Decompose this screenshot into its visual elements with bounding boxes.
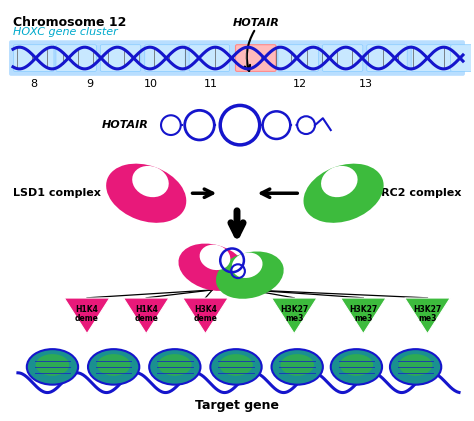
Ellipse shape <box>149 349 201 385</box>
Text: HOXC gene cluster: HOXC gene cluster <box>13 27 118 37</box>
Text: 8: 8 <box>30 79 37 89</box>
Text: H3K27
me3: H3K27 me3 <box>413 305 442 323</box>
FancyBboxPatch shape <box>236 45 276 72</box>
Ellipse shape <box>219 354 253 376</box>
Polygon shape <box>341 298 386 333</box>
Text: 11: 11 <box>204 79 218 89</box>
Text: HOTAIR: HOTAIR <box>101 120 148 130</box>
Ellipse shape <box>281 354 314 376</box>
Ellipse shape <box>97 354 130 376</box>
Ellipse shape <box>88 349 139 385</box>
Text: H3K4
deme: H3K4 deme <box>193 305 218 323</box>
Text: H3K27
me3: H3K27 me3 <box>280 305 309 323</box>
Ellipse shape <box>132 166 169 197</box>
FancyBboxPatch shape <box>145 45 185 72</box>
Polygon shape <box>182 298 228 333</box>
Polygon shape <box>64 298 109 333</box>
Ellipse shape <box>272 349 323 385</box>
Text: PRC2 complex: PRC2 complex <box>373 188 461 198</box>
Ellipse shape <box>106 164 186 223</box>
Ellipse shape <box>399 354 432 376</box>
Ellipse shape <box>216 251 284 299</box>
FancyBboxPatch shape <box>322 45 363 72</box>
FancyBboxPatch shape <box>56 45 96 72</box>
Text: Chromosome 12: Chromosome 12 <box>13 16 127 29</box>
FancyBboxPatch shape <box>100 45 141 72</box>
Ellipse shape <box>331 349 382 385</box>
Text: Target gene: Target gene <box>195 399 279 412</box>
Ellipse shape <box>321 166 357 197</box>
Ellipse shape <box>200 245 230 270</box>
Text: 10: 10 <box>144 79 157 89</box>
Ellipse shape <box>340 354 373 376</box>
FancyBboxPatch shape <box>189 45 229 72</box>
Text: LSD1 complex: LSD1 complex <box>13 188 101 198</box>
Ellipse shape <box>178 244 246 291</box>
Polygon shape <box>405 298 450 333</box>
Ellipse shape <box>27 349 78 385</box>
FancyBboxPatch shape <box>9 40 465 76</box>
FancyBboxPatch shape <box>411 45 452 72</box>
FancyBboxPatch shape <box>278 45 319 72</box>
Ellipse shape <box>158 354 191 376</box>
Ellipse shape <box>210 349 262 385</box>
Ellipse shape <box>36 354 69 376</box>
FancyBboxPatch shape <box>451 45 474 72</box>
Text: 13: 13 <box>359 79 373 89</box>
Text: H1K4
deme: H1K4 deme <box>134 305 158 323</box>
Text: 12: 12 <box>293 79 307 89</box>
Text: 9: 9 <box>86 79 93 89</box>
FancyBboxPatch shape <box>367 45 407 72</box>
FancyBboxPatch shape <box>13 45 54 72</box>
Ellipse shape <box>390 349 441 385</box>
Text: HOTAIR: HOTAIR <box>232 19 279 29</box>
Ellipse shape <box>232 253 263 278</box>
Text: H3K27
me3: H3K27 me3 <box>349 305 377 323</box>
Text: H1K4
deme: H1K4 deme <box>75 305 99 323</box>
Ellipse shape <box>303 164 383 223</box>
Polygon shape <box>124 298 169 333</box>
Polygon shape <box>272 298 317 333</box>
